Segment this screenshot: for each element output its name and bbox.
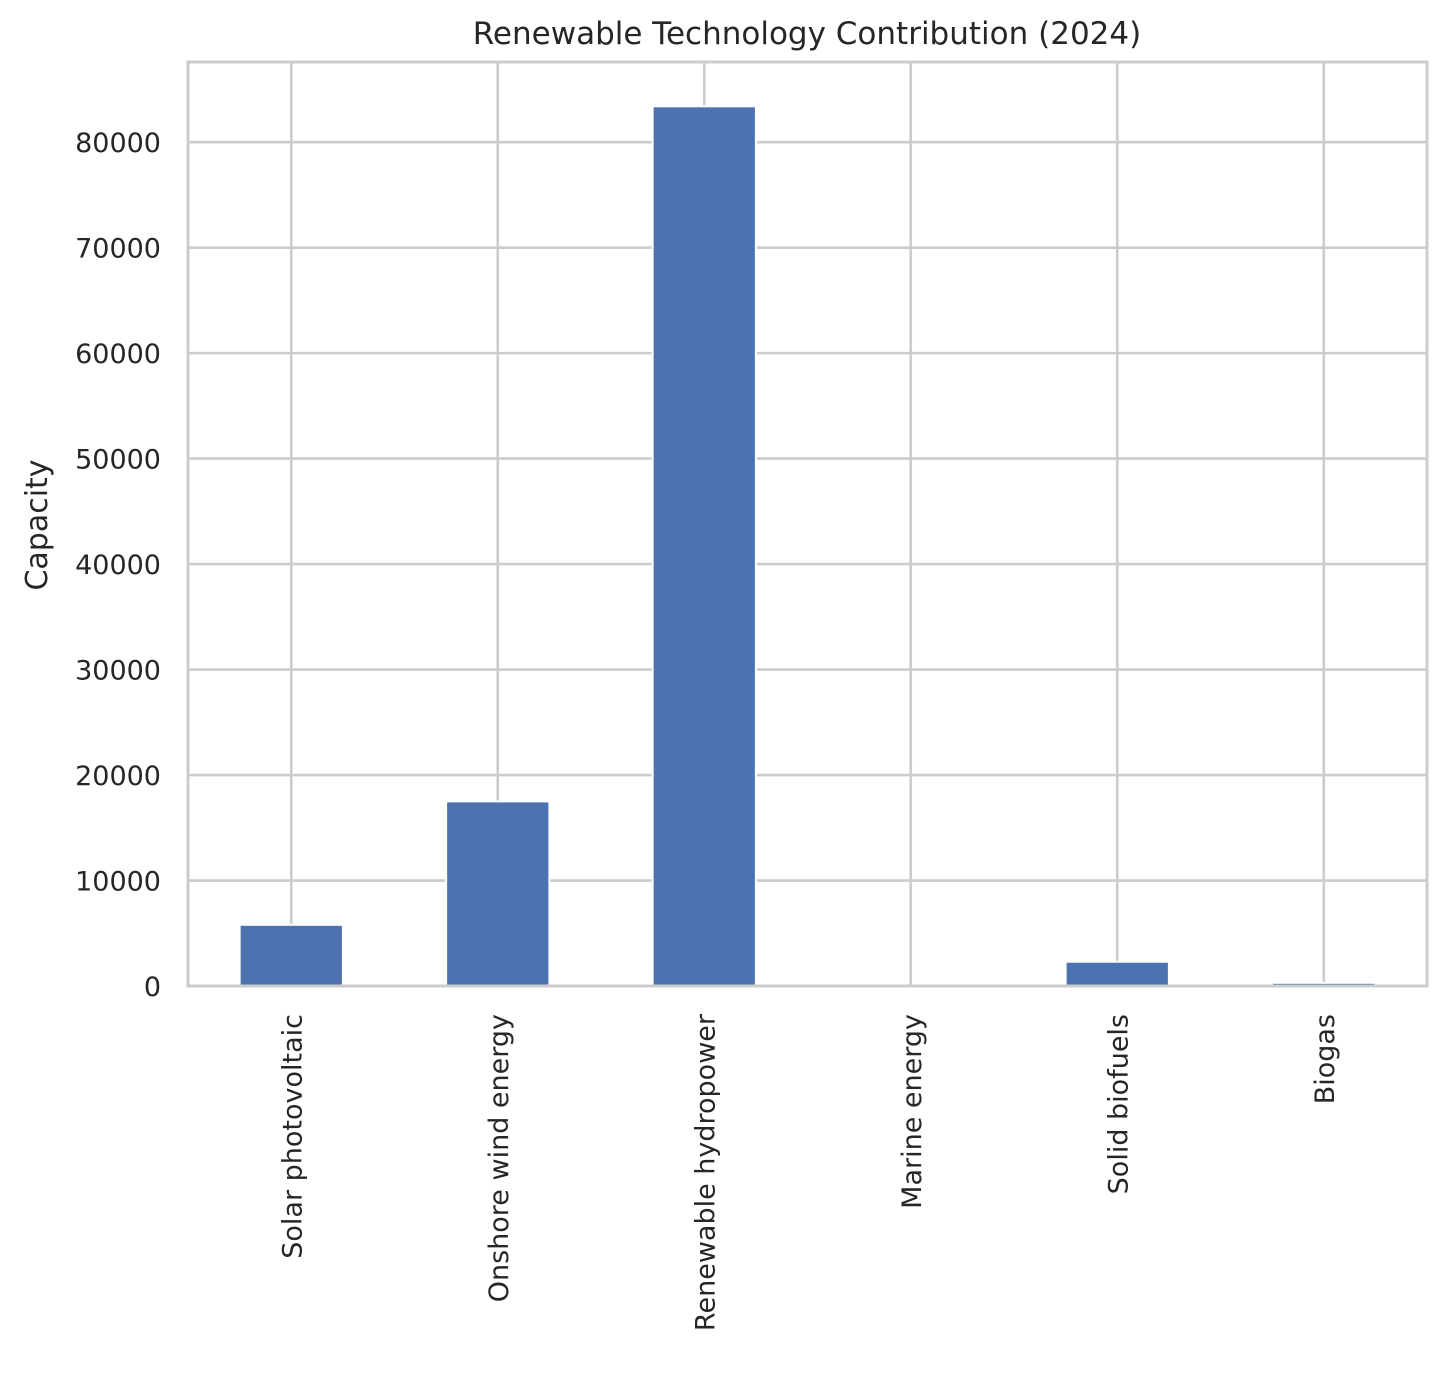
x-tick-label: Biogas — [1310, 1014, 1341, 1104]
y-tick-label: 30000 — [75, 656, 161, 687]
x-tick-label: Onshore wind energy — [484, 1014, 515, 1302]
x-tick-label: Marine energy — [897, 1014, 928, 1209]
x-tick-label: Renewable hydropower — [690, 1013, 721, 1331]
y-tick-label: 40000 — [75, 550, 161, 581]
y-tick-labels: 0 10000 20000 30000 40000 50000 60000 70000 8000… — [75, 128, 161, 1003]
bar — [445, 800, 551, 987]
bar — [238, 923, 344, 987]
y-tick-label: 10000 — [75, 867, 161, 898]
y-tick-label: 70000 — [75, 234, 161, 265]
x-tick-label: Solid biofuels — [1103, 1014, 1134, 1194]
y-axis-label: Capacity — [20, 459, 55, 590]
y-tick-label: 0 — [144, 972, 161, 1003]
bar — [1064, 960, 1170, 988]
plot-frame — [186, 60, 1429, 988]
y-tick-label: 80000 — [75, 128, 161, 159]
x-tick-labels: Solar photovoltaic Onshore wind energy Ren… — [277, 1013, 1341, 1331]
bar — [651, 105, 757, 987]
y-tick-label: 20000 — [75, 761, 161, 792]
y-tick-label: 60000 — [75, 339, 161, 370]
y-tick-label: 50000 — [75, 445, 161, 476]
x-tick-label: Solar photovoltaic — [277, 1014, 308, 1259]
bars — [238, 105, 1377, 988]
chart-title: Renewable Technology Contribution (2024) — [473, 16, 1141, 52]
y-gridlines — [188, 140, 1427, 988]
